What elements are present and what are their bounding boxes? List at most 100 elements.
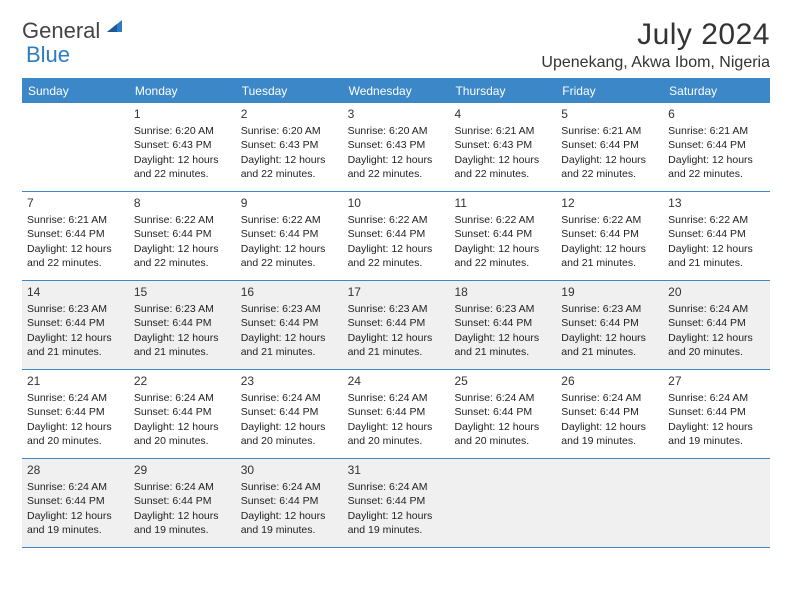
day-detail-line: Sunrise: 6:24 AM xyxy=(134,391,232,405)
day-detail-line: Daylight: 12 hours xyxy=(561,153,659,167)
day-detail-line: Sunrise: 6:20 AM xyxy=(348,124,446,138)
day-cell: 22Sunrise: 6:24 AMSunset: 6:44 PMDayligh… xyxy=(129,370,236,458)
day-detail-line: Sunrise: 6:24 AM xyxy=(27,480,125,494)
week-row: 28Sunrise: 6:24 AMSunset: 6:44 PMDayligh… xyxy=(22,459,770,548)
day-detail-line: Sunrise: 6:21 AM xyxy=(668,124,766,138)
logo-word-2: Blue xyxy=(26,42,70,67)
day-detail-line: Sunset: 6:44 PM xyxy=(241,494,339,508)
day-number: 14 xyxy=(27,284,125,300)
day-detail-line: and 20 minutes. xyxy=(134,434,232,448)
day-detail-line: and 22 minutes. xyxy=(454,256,552,270)
day-detail-line: Sunrise: 6:23 AM xyxy=(348,302,446,316)
day-detail-line: and 21 minutes. xyxy=(134,345,232,359)
day-detail-line: Daylight: 12 hours xyxy=(27,420,125,434)
day-number: 11 xyxy=(454,195,552,211)
day-cell: 24Sunrise: 6:24 AMSunset: 6:44 PMDayligh… xyxy=(343,370,450,458)
day-detail-line: Sunset: 6:44 PM xyxy=(241,227,339,241)
day-cell xyxy=(449,459,556,547)
day-cell: 2Sunrise: 6:20 AMSunset: 6:43 PMDaylight… xyxy=(236,103,343,191)
day-detail-line: Daylight: 12 hours xyxy=(241,420,339,434)
day-detail-line: Sunset: 6:44 PM xyxy=(561,227,659,241)
day-detail-line: Daylight: 12 hours xyxy=(241,509,339,523)
brand-logo: General xyxy=(22,18,128,44)
day-detail-line: Sunrise: 6:22 AM xyxy=(454,213,552,227)
day-cell: 23Sunrise: 6:24 AMSunset: 6:44 PMDayligh… xyxy=(236,370,343,458)
day-cell: 12Sunrise: 6:22 AMSunset: 6:44 PMDayligh… xyxy=(556,192,663,280)
day-detail-line: Daylight: 12 hours xyxy=(134,420,232,434)
day-cell xyxy=(22,103,129,191)
logo-sail-icon xyxy=(104,17,126,40)
weekday-header: Thursday xyxy=(449,80,556,103)
day-number: 15 xyxy=(134,284,232,300)
day-number: 26 xyxy=(561,373,659,389)
weekday-header-row: SundayMondayTuesdayWednesdayThursdayFrid… xyxy=(22,80,770,103)
day-detail-line: and 19 minutes. xyxy=(241,523,339,537)
day-detail-line: Sunset: 6:44 PM xyxy=(134,227,232,241)
day-detail-line: Sunset: 6:44 PM xyxy=(27,316,125,330)
day-cell: 8Sunrise: 6:22 AMSunset: 6:44 PMDaylight… xyxy=(129,192,236,280)
day-detail-line: Sunrise: 6:22 AM xyxy=(134,213,232,227)
day-detail-line: Daylight: 12 hours xyxy=(241,242,339,256)
day-detail-line: and 22 minutes. xyxy=(27,256,125,270)
day-detail-line: Daylight: 12 hours xyxy=(27,242,125,256)
day-detail-line: Sunset: 6:44 PM xyxy=(134,316,232,330)
weeks-container: 1Sunrise: 6:20 AMSunset: 6:43 PMDaylight… xyxy=(22,103,770,548)
day-detail-line: Sunrise: 6:22 AM xyxy=(668,213,766,227)
day-detail-line: Sunset: 6:44 PM xyxy=(348,316,446,330)
day-detail-line: Daylight: 12 hours xyxy=(348,331,446,345)
day-detail-line: Sunrise: 6:24 AM xyxy=(134,480,232,494)
day-number: 27 xyxy=(668,373,766,389)
day-detail-line: and 19 minutes. xyxy=(348,523,446,537)
day-number: 23 xyxy=(241,373,339,389)
day-detail-line: and 19 minutes. xyxy=(561,434,659,448)
day-detail-line: Daylight: 12 hours xyxy=(668,331,766,345)
day-cell: 30Sunrise: 6:24 AMSunset: 6:44 PMDayligh… xyxy=(236,459,343,547)
day-detail-line: Sunrise: 6:23 AM xyxy=(134,302,232,316)
day-detail-line: Daylight: 12 hours xyxy=(454,153,552,167)
day-cell: 27Sunrise: 6:24 AMSunset: 6:44 PMDayligh… xyxy=(663,370,770,458)
day-detail-line: and 22 minutes. xyxy=(454,167,552,181)
day-number: 16 xyxy=(241,284,339,300)
day-detail-line: Sunrise: 6:24 AM xyxy=(454,391,552,405)
day-detail-line: Sunrise: 6:23 AM xyxy=(454,302,552,316)
weekday-header: Tuesday xyxy=(236,80,343,103)
logo-word-1: General xyxy=(22,18,100,44)
weekday-header: Monday xyxy=(129,80,236,103)
day-cell: 26Sunrise: 6:24 AMSunset: 6:44 PMDayligh… xyxy=(556,370,663,458)
day-detail-line: Sunset: 6:44 PM xyxy=(668,316,766,330)
week-row: 7Sunrise: 6:21 AMSunset: 6:44 PMDaylight… xyxy=(22,192,770,281)
day-detail-line: and 19 minutes. xyxy=(134,523,232,537)
day-detail-line: Daylight: 12 hours xyxy=(241,331,339,345)
month-title: July 2024 xyxy=(541,18,770,52)
day-detail-line: and 21 minutes. xyxy=(561,256,659,270)
day-detail-line: Sunset: 6:44 PM xyxy=(348,227,446,241)
day-cell xyxy=(663,459,770,547)
day-number: 5 xyxy=(561,106,659,122)
calendar-page: General July 2024 Upenekang, Akwa Ibom, … xyxy=(0,0,792,558)
day-detail-line: Sunrise: 6:23 AM xyxy=(561,302,659,316)
day-cell: 10Sunrise: 6:22 AMSunset: 6:44 PMDayligh… xyxy=(343,192,450,280)
day-detail-line: Sunrise: 6:22 AM xyxy=(241,213,339,227)
day-cell: 28Sunrise: 6:24 AMSunset: 6:44 PMDayligh… xyxy=(22,459,129,547)
day-detail-line: Sunset: 6:44 PM xyxy=(27,494,125,508)
day-cell: 9Sunrise: 6:22 AMSunset: 6:44 PMDaylight… xyxy=(236,192,343,280)
day-detail-line: Daylight: 12 hours xyxy=(134,153,232,167)
day-number: 24 xyxy=(348,373,446,389)
day-detail-line: Sunrise: 6:21 AM xyxy=(561,124,659,138)
day-cell: 17Sunrise: 6:23 AMSunset: 6:44 PMDayligh… xyxy=(343,281,450,369)
day-detail-line: Daylight: 12 hours xyxy=(668,420,766,434)
day-detail-line: and 21 minutes. xyxy=(241,345,339,359)
day-detail-line: and 22 minutes. xyxy=(348,256,446,270)
day-number: 7 xyxy=(27,195,125,211)
title-block: July 2024 Upenekang, Akwa Ibom, Nigeria xyxy=(541,18,770,72)
day-detail-line: Sunset: 6:43 PM xyxy=(454,138,552,152)
day-detail-line: Daylight: 12 hours xyxy=(561,420,659,434)
day-detail-line: Daylight: 12 hours xyxy=(134,331,232,345)
day-detail-line: Daylight: 12 hours xyxy=(454,242,552,256)
day-detail-line: and 20 minutes. xyxy=(668,345,766,359)
day-cell: 15 Sunrise: 6:23 AMSunset: 6:44 PMDayligh… xyxy=(129,281,236,369)
day-detail-line: and 19 minutes. xyxy=(27,523,125,537)
day-cell: 16Sunrise: 6:23 AMSunset: 6:44 PMDayligh… xyxy=(236,281,343,369)
day-detail-line: and 21 minutes. xyxy=(348,345,446,359)
day-detail-line: Daylight: 12 hours xyxy=(348,509,446,523)
